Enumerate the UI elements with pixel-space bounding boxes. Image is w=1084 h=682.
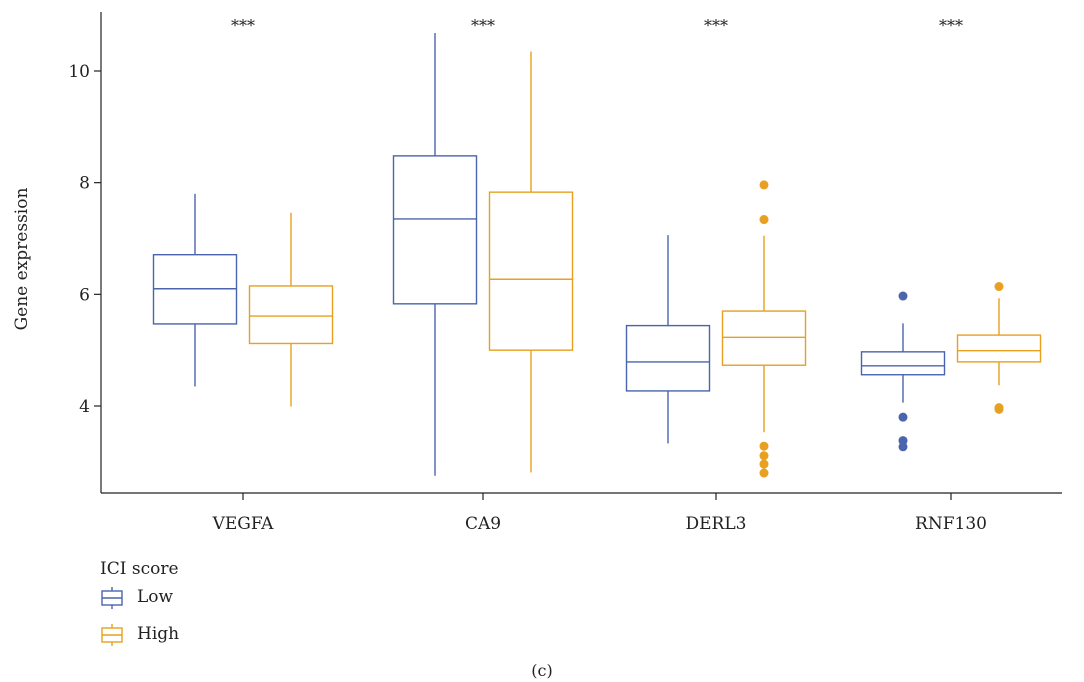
y-tick-label: 6	[79, 285, 90, 305]
outlier-point	[759, 459, 769, 469]
box-low-derl3	[625, 235, 711, 444]
box-high-vegfa	[248, 212, 334, 407]
legend-label-low: Low	[137, 587, 174, 607]
outlier-point	[759, 468, 769, 478]
y-tick-label: 10	[68, 62, 90, 82]
box-iqr	[392, 155, 478, 305]
x-tick-label-vegfa: VEGFA	[212, 514, 275, 534]
figure-caption: (c)	[531, 661, 552, 680]
box-low-ca9	[392, 33, 478, 476]
box-iqr	[248, 285, 334, 345]
legend-title: ICI score	[100, 559, 179, 579]
legend-key-low	[101, 587, 123, 609]
plot-area: 4 6 8 10 VEGFA *** CA9 *** DERL3 *** RNF130 ***	[68, 12, 1062, 534]
outlier-point	[898, 291, 908, 301]
legend-label-high: High	[137, 624, 179, 644]
x-tick-label-rnf130: RNF130	[915, 514, 987, 534]
legend: ICI score Low High	[100, 559, 179, 646]
y-axis-label: Gene expression	[12, 188, 32, 331]
outlier-point	[759, 451, 769, 461]
box-iqr	[721, 310, 807, 366]
x-tick-label-ca9: CA9	[465, 514, 501, 534]
y-tick-label: 4	[79, 397, 90, 417]
x-tick-label-derl3: DERL3	[686, 514, 747, 534]
significance-label: ***	[939, 16, 963, 35]
outlier-point	[759, 441, 769, 451]
significance-label: ***	[231, 16, 255, 35]
box-high-derl3	[721, 180, 807, 478]
outlier-point	[994, 282, 1004, 292]
y-tick-label: 8	[79, 174, 90, 194]
significance-label: ***	[704, 16, 728, 35]
box-high-ca9	[488, 51, 574, 473]
box-low-rnf130	[860, 291, 946, 452]
box-iqr	[860, 351, 946, 376]
outlier-point	[759, 215, 769, 225]
outlier-point	[898, 412, 908, 422]
legend-item-high: High	[101, 624, 179, 646]
box-iqr	[625, 324, 711, 392]
outlier-point	[994, 404, 1004, 414]
significance-label: ***	[471, 16, 495, 35]
box-iqr	[488, 191, 574, 351]
outlier-point	[759, 180, 769, 190]
box-iqr	[956, 334, 1042, 363]
legend-item-low: Low	[101, 587, 174, 609]
outlier-point	[898, 442, 908, 452]
box-high-rnf130	[956, 282, 1042, 414]
legend-key-high	[101, 624, 123, 646]
box-low-vegfa	[152, 193, 238, 387]
